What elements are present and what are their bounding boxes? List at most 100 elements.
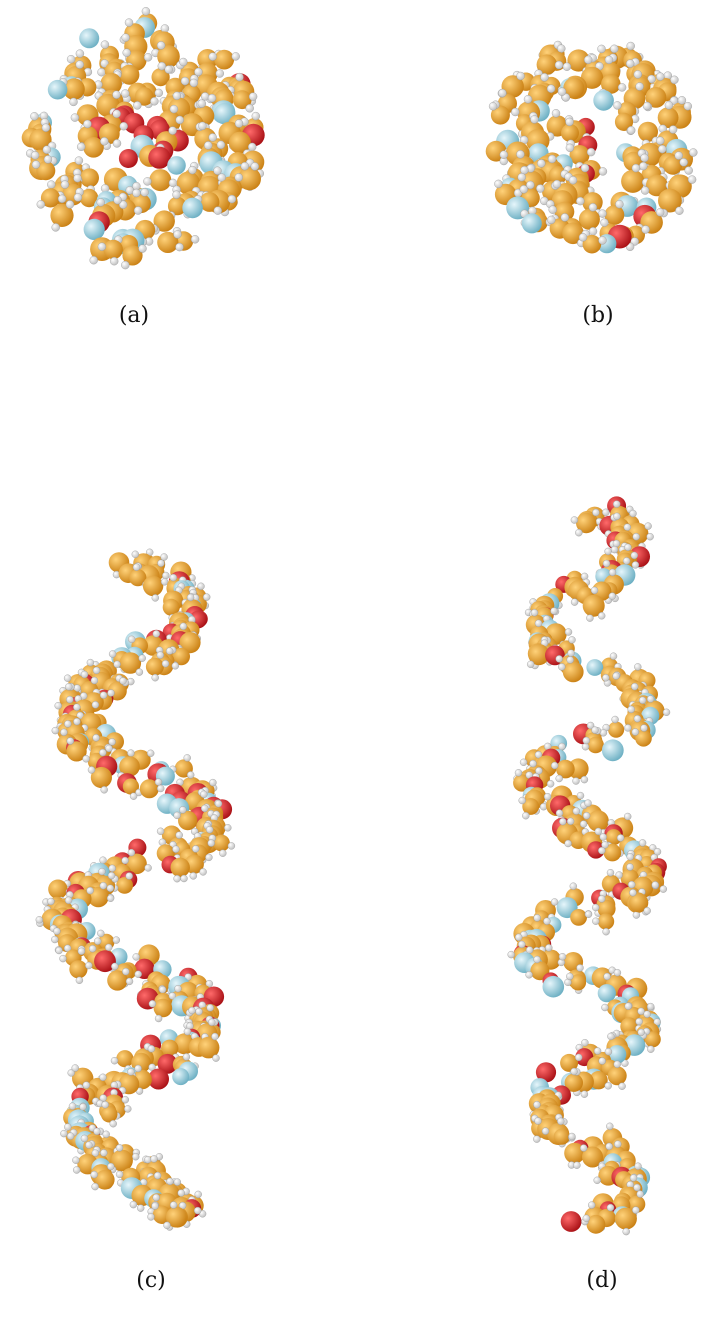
- silicon-atom: [167, 156, 186, 175]
- hydrogen-atom: [66, 1132, 75, 1140]
- hydrogen-atom: [156, 41, 166, 50]
- hydrogen-atom: [580, 775, 589, 784]
- hydrogen-atom: [157, 61, 167, 71]
- hydrogen-atom: [213, 206, 223, 215]
- hydrogen-atom: [603, 972, 611, 981]
- hydrogen-atom: [64, 896, 73, 904]
- hydrogen-atom: [53, 927, 61, 935]
- hydrogen-atom: [186, 593, 195, 602]
- hydrogen-atom: [574, 1053, 583, 1062]
- carbon-atom: [522, 798, 540, 815]
- hydrogen-atom: [557, 44, 566, 53]
- hydrogen-atom: [615, 871, 623, 879]
- hydrogen-atom: [541, 1127, 550, 1135]
- hydrogen-atom: [519, 758, 528, 766]
- hydrogen-atom: [562, 62, 572, 71]
- hydrogen-atom: [547, 154, 557, 164]
- hydrogen-atom: [602, 508, 610, 516]
- caption-d: (d): [586, 1268, 618, 1293]
- hydrogen-atom: [533, 955, 541, 964]
- hydrogen-atom: [168, 992, 177, 1000]
- hydrogen-atom: [554, 60, 564, 70]
- carbon-atom: [167, 196, 187, 216]
- hydrogen-atom: [614, 1140, 622, 1148]
- hydrogen-atom: [115, 1144, 124, 1152]
- carbon-atom: [83, 137, 104, 158]
- hydrogen-atom: [674, 151, 683, 160]
- hydrogen-atom: [643, 907, 651, 915]
- carbon-atom: [29, 128, 52, 151]
- hydrogen-atom: [624, 543, 632, 552]
- oxygen-atom: [148, 146, 171, 169]
- hydrogen-atom: [647, 74, 656, 84]
- hydrogen-atom: [161, 659, 170, 668]
- hydrogen-atom: [156, 651, 165, 659]
- hydrogen-atom: [173, 811, 181, 820]
- hydrogen-atom: [631, 163, 641, 173]
- hydrogen-atom: [133, 206, 143, 215]
- carbon-atom: [597, 899, 616, 918]
- hydrogen-atom: [75, 976, 84, 984]
- hydrogen-atom: [169, 1201, 178, 1209]
- molecule-b-top-view: [470, 28, 707, 268]
- hydrogen-atom: [60, 728, 68, 737]
- hydrogen-atom: [523, 95, 533, 104]
- hydrogen-atom: [113, 195, 122, 205]
- molecule-d-spheres: [507, 496, 671, 1236]
- hydrogen-atom: [121, 1096, 130, 1104]
- carbon-atom: [582, 192, 603, 213]
- hydrogen-atom: [569, 882, 578, 890]
- hydrogen-atom: [655, 136, 665, 145]
- hydrogen-atom: [555, 655, 563, 663]
- hydrogen-atom: [31, 160, 41, 169]
- hydrogen-atom: [127, 749, 135, 757]
- hydrogen-atom: [110, 1057, 119, 1065]
- hydrogen-atom: [64, 1123, 72, 1131]
- caption-c: (c): [136, 1268, 166, 1293]
- hydrogen-atom: [92, 734, 100, 742]
- carbon-atom: [629, 893, 649, 913]
- hydrogen-atom: [132, 563, 141, 571]
- carbon-atom: [63, 78, 85, 100]
- hydrogen-atom: [617, 83, 627, 92]
- hydrogen-atom: [99, 691, 108, 699]
- hydrogen-atom: [525, 946, 534, 954]
- hydrogen-atom: [200, 804, 209, 813]
- hydrogen-atom: [55, 946, 63, 955]
- hydrogen-atom: [112, 936, 121, 944]
- hydrogen-atom: [534, 751, 543, 759]
- hydrogen-atom: [41, 123, 51, 132]
- hydrogen-atom: [100, 137, 109, 146]
- hydrogen-atom: [529, 759, 537, 768]
- hydrogen-atom: [638, 839, 647, 847]
- carbon-atom: [569, 145, 590, 165]
- carbon-atom: [614, 1207, 637, 1230]
- hydrogen-atom: [599, 833, 607, 841]
- hydrogen-atom: [115, 1170, 124, 1179]
- molecule-c-spheres: [35, 548, 236, 1231]
- hydrogen-atom: [180, 874, 188, 883]
- silicon-atom: [182, 197, 203, 219]
- hydrogen-atom: [106, 894, 115, 902]
- hydrogen-atom: [514, 769, 523, 777]
- hydrogen-atom: [127, 1068, 135, 1076]
- hydrogen-atom: [568, 1132, 576, 1141]
- hydrogen-atom: [121, 89, 130, 98]
- hydrogen-atom: [240, 161, 250, 171]
- hydrogen-atom: [637, 1007, 645, 1015]
- hydrogen-atom: [499, 150, 508, 159]
- hydrogen-atom: [590, 586, 599, 595]
- carbon-atom: [536, 54, 557, 75]
- hydrogen-atom: [97, 67, 106, 77]
- hydrogen-atom: [36, 200, 45, 209]
- carbon-atom: [608, 721, 625, 738]
- silicon-atom: [47, 79, 68, 100]
- hydrogen-atom: [180, 76, 190, 86]
- hydrogen-atom: [88, 945, 97, 953]
- hydrogen-atom: [604, 1082, 612, 1090]
- hydrogen-atom: [557, 1117, 565, 1125]
- hydrogen-atom: [107, 871, 116, 880]
- hydrogen-atom: [186, 771, 195, 779]
- hydrogen-atom: [90, 676, 99, 685]
- hydrogen-atom: [597, 612, 606, 620]
